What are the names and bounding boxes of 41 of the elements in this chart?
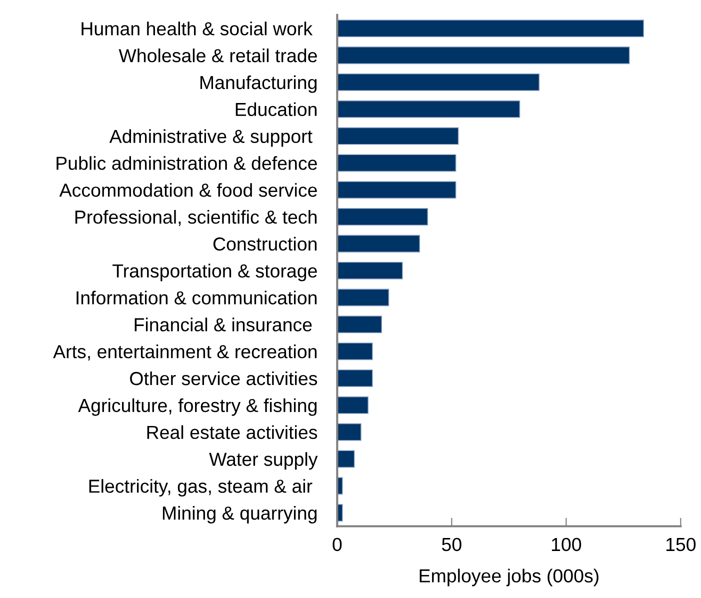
bar	[337, 127, 459, 145]
x-tick-label: 150	[666, 538, 696, 552]
y-tick-label: Human health & social work	[82, 22, 313, 36]
y-tick-label: Water supply	[209, 452, 318, 470]
bar	[337, 288, 390, 306]
y-tick-label: Public administration & defence	[56, 156, 317, 170]
y-tick-label: Real estate activities	[147, 425, 318, 440]
y-tick-label: Electricity, gas, steam & air	[89, 479, 312, 497]
bar	[337, 100, 520, 118]
y-tick-label: Accommodation & food service	[59, 183, 317, 197]
bar	[337, 396, 369, 414]
y-tick-label: Arts, entertainment & recreation	[53, 344, 317, 361]
bar	[337, 342, 373, 360]
y-tick-label: Information & communication	[76, 290, 317, 304]
bar	[337, 208, 428, 226]
y-tick-label: Transportation & storage	[112, 264, 317, 282]
y-tick-label: Agriculture, forestry & fishing	[78, 398, 317, 416]
y-tick-label: Manufacturing	[200, 75, 317, 93]
y-tick-label: Wholesale & retail trade	[118, 48, 317, 62]
x-tick-label: 0	[332, 538, 342, 552]
bar	[337, 316, 382, 334]
y-tick-label: Administrative & support	[109, 129, 312, 147]
x-axis-title: Employee jobs (000s)	[420, 568, 598, 586]
bar	[337, 423, 362, 441]
y-tick-label: Education	[236, 102, 317, 116]
bar	[337, 450, 355, 468]
y-tick-label: Other service activities	[130, 371, 318, 386]
y-tick-label: Professional, scientific & tech	[75, 210, 317, 226]
bar	[337, 234, 420, 252]
bar	[337, 73, 540, 91]
bar	[337, 262, 403, 280]
y-tick-label: Financial & insurance	[134, 318, 312, 332]
bar	[337, 181, 456, 199]
bar	[337, 20, 644, 38]
x-tick-label: 50	[442, 538, 462, 552]
bar	[337, 369, 373, 387]
x-tick-label: 100	[552, 538, 582, 552]
bar	[337, 46, 630, 64]
y-tick-label: Mining & quarrying	[162, 506, 317, 524]
bar	[337, 154, 456, 172]
y-tick-label: Construction	[213, 236, 317, 251]
